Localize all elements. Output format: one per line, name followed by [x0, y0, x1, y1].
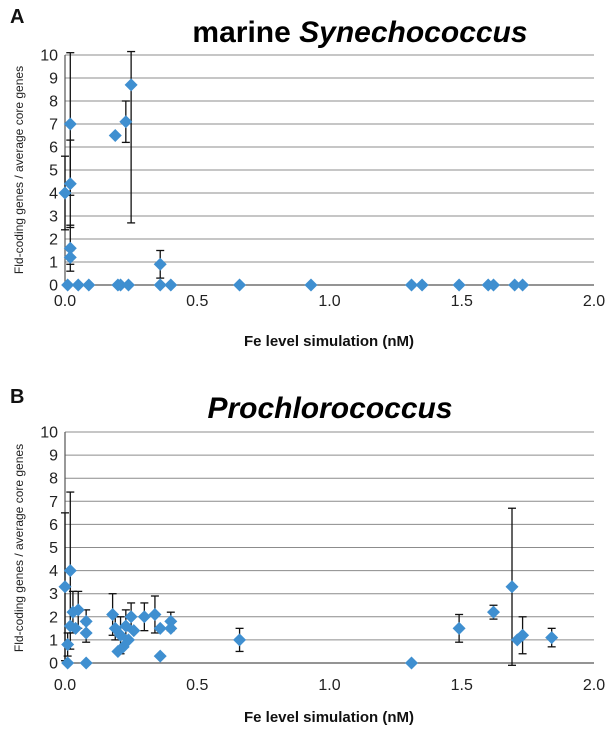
panel-b-data-point [164, 621, 178, 635]
panel-a-data-point [452, 278, 466, 292]
panel-a-x-tick-label: 0.0 [54, 293, 76, 310]
panel-b-letter: B [10, 386, 24, 408]
panel-b-data-point [61, 638, 75, 652]
panel-a-data-point [164, 278, 178, 292]
panel-b-title-italic: Prochlorococcus [207, 392, 452, 425]
panel-b-x-tick-label: 0.5 [186, 677, 208, 694]
panel-b-data-point [71, 603, 85, 617]
panel-a-data-point [153, 257, 167, 271]
panel-b-data-point [58, 580, 72, 594]
panel-b-data-point [233, 633, 247, 647]
panel-a-data-point [58, 186, 72, 200]
panel-b-data-point [486, 605, 500, 619]
panel-a-y-tick-label: 3 [49, 209, 58, 226]
panel-a-data-point [63, 177, 77, 191]
panel-a-data-point [486, 278, 500, 292]
panel-a-data-point [63, 250, 77, 264]
panel-b-y-tick-label: 3 [49, 586, 58, 603]
panel-a-data-point [404, 278, 418, 292]
panel-a-y-tick-label: 4 [49, 186, 58, 203]
panel-b-data-point [452, 621, 466, 635]
panel-a-data-point [61, 278, 75, 292]
panel-a-y-tick-label: 2 [49, 232, 58, 249]
panel-a-y-tick-label: 5 [49, 163, 58, 180]
panel-b-y-tick-label: 10 [40, 425, 58, 442]
panel-b-y-tick-label: 0 [49, 656, 58, 673]
panel-b-data-point [153, 649, 167, 663]
panel-b-data-point [164, 614, 178, 628]
panel-a-y-tick-label: 6 [49, 140, 58, 157]
panel-b-y-tick-label: 5 [49, 540, 58, 557]
panel-b-y-tick-label: 2 [49, 609, 58, 626]
panel-a-data-point [516, 278, 530, 292]
panel-b-data-point [106, 607, 120, 621]
panel-b-data-point [124, 610, 138, 624]
panel-a-data-point [71, 278, 85, 292]
panel-b-data-point [69, 621, 83, 635]
panel-b-data-point [516, 628, 530, 642]
panel-a-title: marine Synechococcus [192, 16, 527, 49]
panel-b-x-tick-label: 0.0 [54, 677, 76, 694]
panel-a-y-tick-label: 7 [49, 117, 58, 134]
panel-a-x-tick-label: 1.0 [318, 293, 340, 310]
panel-b-data-point [505, 580, 519, 594]
panel-a-data-point [108, 129, 122, 142]
panel-a-data-point [63, 117, 77, 131]
panel-a-title-italic: Synechococcus [299, 16, 527, 49]
panel-a-data-point [304, 278, 318, 292]
panel-a-y-tick-label: 8 [49, 94, 58, 111]
panel-a-y-tick-label: 1 [49, 255, 58, 272]
panel-b-data-point [153, 621, 167, 635]
panel-b-data-point [148, 607, 162, 621]
panel-a-data-point [415, 278, 429, 292]
panel-a-data-point [63, 241, 77, 255]
panel-b-data-point [545, 631, 559, 645]
panel-a-data-point [233, 278, 247, 292]
panel-b-data-point [79, 656, 93, 670]
panel-a-y-tick-label: 0 [49, 278, 58, 295]
panel-b-data-point [127, 624, 141, 638]
panel-b-chart: B Prochlorococcus 0 1 2 3 4 5 6 7 8 9 10 0.0 0.5 1.0… [10, 386, 605, 726]
panel-a-data-point [508, 278, 522, 292]
panel-a-title-plain: marine [192, 16, 290, 49]
panel-b-y-tick-label: 7 [49, 494, 58, 511]
panel-a-data-point [124, 78, 138, 92]
panel-a-error-bar [127, 50, 136, 224]
panel-a-data-point [82, 278, 96, 292]
panel-b-title: Prochlorococcus [207, 392, 452, 425]
panel-a-letter: A [10, 6, 24, 28]
panel-b-y-axis-label: Fld-coding genes / average core genes [12, 444, 26, 652]
panel-b-data-point [119, 619, 133, 633]
panel-b-data-point [121, 633, 135, 647]
panel-b-y-tick-label: 4 [49, 563, 58, 580]
panel-b-data-point [63, 564, 77, 578]
panel-a-y-tick-label: 10 [40, 48, 58, 65]
panel-a-x-tick-label: 1.5 [451, 293, 473, 310]
panel-a-y-tick-label: 9 [49, 71, 58, 88]
panel-b-x-tick-label: 1.5 [451, 677, 473, 694]
panel-b-x-tick-label: 1.0 [318, 677, 340, 694]
panel-b-x-tick-label: 2.0 [583, 677, 605, 694]
panel-b-y-tick-label: 1 [49, 632, 58, 649]
panel-b-x-axis-label: Fe level simulation (nM) [244, 709, 414, 726]
panel-a-data-point [153, 278, 167, 292]
panel-a-chart: A marine Synechococcus 0 1 2 3 4 5 6 7 8 9 10 0.0 0… [10, 6, 605, 350]
panel-b-data-point [61, 656, 75, 670]
panel-a-data-point [121, 278, 135, 292]
panel-a-y-axis-label: Fld-coding genes / average core genes [12, 66, 26, 274]
panel-b-y-tick-label: 9 [49, 448, 58, 465]
panel-b-y-tick-label: 8 [49, 471, 58, 488]
panel-b-data-point [79, 614, 93, 628]
panel-b-y-tick-label: 6 [49, 517, 58, 534]
panel-b-data-point [404, 656, 418, 670]
panel-b-data-point [79, 626, 93, 640]
panel-a-x-tick-label: 2.0 [583, 293, 605, 310]
panel-a-x-tick-label: 0.5 [186, 293, 208, 310]
panel-a-data-point [119, 115, 133, 129]
panel-a-x-axis-label: Fe level simulation (nM) [244, 333, 414, 350]
panel-a-data-point [114, 278, 128, 292]
panel-b-data-point [137, 610, 151, 624]
